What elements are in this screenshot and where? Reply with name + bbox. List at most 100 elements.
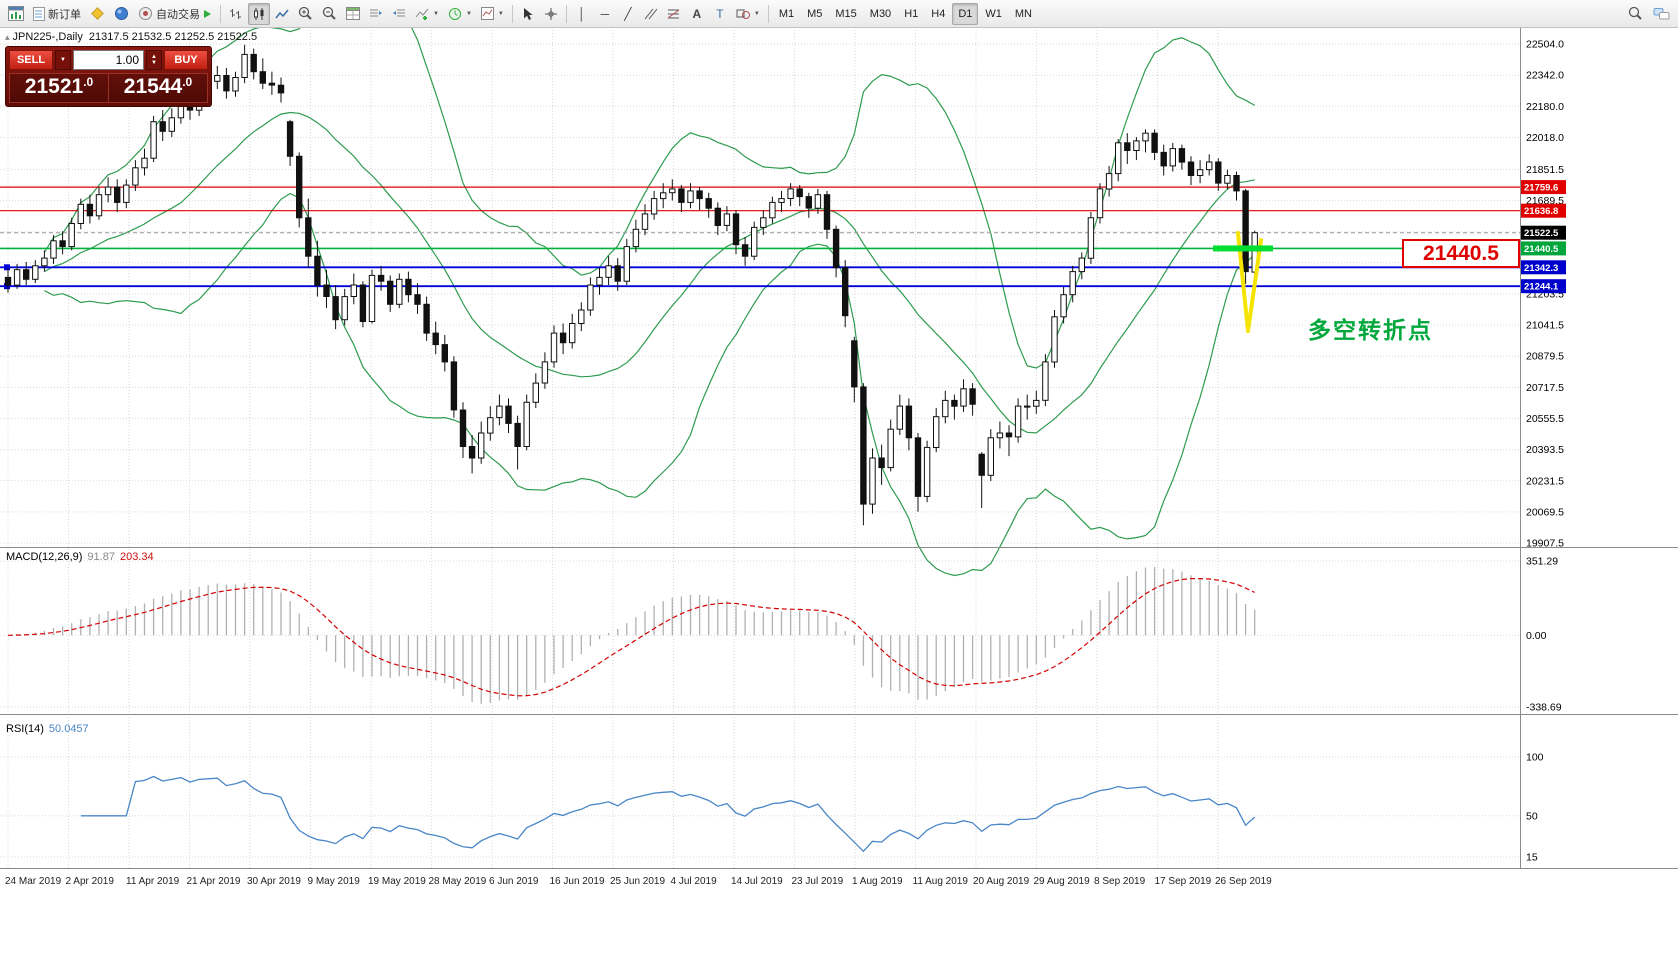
indicators-icon <box>415 8 429 20</box>
chart-title: ▴ JPN225-,Daily 21317.5 21532.5 21252.5 21… <box>5 31 257 43</box>
bar-chart-button[interactable] <box>225 3 247 25</box>
text-icon: A <box>692 6 702 21</box>
price-tick-label: 22504.0 <box>1526 39 1564 51</box>
sell-price[interactable]: 21521.0 <box>9 73 108 103</box>
cursor-button[interactable] <box>517 3 539 25</box>
timeframe-h4-button[interactable]: H4 <box>925 3 951 25</box>
chart-window-button[interactable] <box>4 3 28 25</box>
macd-tick-label: 351.29 <box>1526 556 1558 568</box>
timeframe-w1-button[interactable]: W1 <box>979 3 1008 25</box>
collapse-icon[interactable]: ▴ <box>5 32 10 42</box>
date-label: 11 Aug 2019 <box>913 876 969 887</box>
grid <box>0 30 1520 869</box>
line-chart-button[interactable] <box>271 3 293 25</box>
zoom-in-button[interactable] <box>294 3 317 25</box>
chevron-down-icon: ▼ <box>60 57 66 63</box>
toolbar-right-group <box>1624 3 1674 25</box>
chart-shift-button[interactable] <box>388 3 410 25</box>
channel-icon <box>644 8 658 20</box>
community-button[interactable] <box>1649 3 1674 25</box>
crosshair-button[interactable] <box>540 3 562 25</box>
date-label: 29 Aug 2019 <box>1034 876 1091 887</box>
price-tick-label: 20717.5 <box>1526 382 1564 394</box>
timeframe-mn-button[interactable]: MN <box>1009 3 1038 25</box>
main-toolbar: 新订单 自动交易 <box>0 0 1678 28</box>
date-label: 1 Aug 2019 <box>852 876 903 887</box>
new-order-button[interactable]: 新订单 <box>29 3 85 25</box>
volume-input[interactable] <box>73 50 144 70</box>
timeframe-m1-button[interactable]: M1 <box>773 3 800 25</box>
timeframe-h1-button[interactable]: H1 <box>898 3 924 25</box>
data-window-button[interactable] <box>342 3 364 25</box>
price-tick-label: 21041.5 <box>1526 320 1564 332</box>
new-order-label: 新订单 <box>48 8 81 21</box>
data-window-icon <box>346 7 360 20</box>
autotrade-button[interactable]: 自动交易 <box>134 3 216 25</box>
vertical-line-icon: │ <box>578 6 586 21</box>
periods-icon <box>448 7 461 20</box>
date-label: 11 Apr 2019 <box>126 876 180 887</box>
shapes-button[interactable]: ▼ <box>732 3 764 25</box>
chart-canvas[interactable]: 22504.022342.022180.022018.021851.521689… <box>0 28 1678 890</box>
macd-name: MACD(12,26,9) <box>6 551 83 563</box>
buy-price[interactable]: 21544.0 <box>108 73 208 103</box>
label-button[interactable]: T <box>709 3 731 25</box>
price-marker-box <box>1521 241 1566 256</box>
date-label: 19 May 2019 <box>368 876 426 887</box>
rsi-tick-label: 15 <box>1526 852 1538 864</box>
timeframe-m15-button[interactable]: M15 <box>829 3 862 25</box>
label-icon: T <box>716 6 724 21</box>
date-label: 2 Apr 2019 <box>66 876 115 887</box>
price-tick-label: 21851.5 <box>1526 164 1564 176</box>
macd-signal-line <box>7 578 1255 697</box>
rsi-label: RSI(14) 50.0457 <box>6 723 89 735</box>
support-highlight <box>1213 245 1273 252</box>
trendline-button[interactable]: ╱ <box>617 3 639 25</box>
periods-button[interactable]: ▼ <box>444 3 476 25</box>
horizontal-line-button[interactable]: ─ <box>594 3 616 25</box>
chevron-down-icon: ▼ <box>433 10 439 17</box>
search-icon <box>1628 6 1642 20</box>
chart-window-icon <box>8 6 24 21</box>
macd-signal-value: 203.34 <box>119 551 154 563</box>
market-watch-button[interactable] <box>86 3 109 25</box>
fibonacci-button[interactable] <box>663 3 685 25</box>
chat-icon <box>1653 7 1670 19</box>
volume-dropdown-button[interactable]: ▼ <box>55 50 71 70</box>
timeframe-m5-button[interactable]: M5 <box>801 3 828 25</box>
price-tick-label: 20069.5 <box>1526 506 1564 518</box>
candlestick-icon <box>254 7 264 20</box>
price-tick-label: 22342.0 <box>1526 70 1564 82</box>
timeframe-m30-button[interactable]: M30 <box>864 3 897 25</box>
volume-stepper[interactable]: ▲ ▼ <box>146 50 162 70</box>
price-marker-value: 21244.1 <box>1524 282 1559 293</box>
search-button[interactable] <box>1624 3 1647 25</box>
zoom-out-button[interactable] <box>318 3 341 25</box>
channel-button[interactable] <box>640 3 662 25</box>
date-label: 26 Sep 2019 <box>1215 876 1272 887</box>
templates-button[interactable]: ▼ <box>477 3 508 25</box>
autotrade-label: 自动交易 <box>156 8 200 21</box>
candlestick-button[interactable] <box>248 2 270 25</box>
buy-button[interactable]: BUY <box>164 50 208 70</box>
vertical-line-button[interactable]: │ <box>571 3 593 25</box>
auto-scroll-button[interactable] <box>365 3 387 25</box>
navigator-button[interactable] <box>110 3 133 25</box>
line-chart-icon <box>275 9 289 18</box>
price-marker-value: 21636.8 <box>1524 206 1558 217</box>
macd-tick-label: 0.00 <box>1526 630 1547 642</box>
price-tick-label: 20555.5 <box>1526 413 1564 425</box>
stepper-up-icon[interactable]: ▲ <box>151 54 157 60</box>
toolbar-separator <box>565 4 567 23</box>
turning-point-label: 多空转折点 <box>1308 317 1433 343</box>
date-label: 23 Jul 2019 <box>792 876 844 887</box>
timeframe-d1-button[interactable]: D1 <box>952 2 979 25</box>
price-callout-box[interactable]: 21440.5 <box>1402 239 1520 268</box>
sell-button[interactable]: SELL <box>9 50 53 70</box>
text-button[interactable]: A <box>686 3 708 25</box>
indicators-button[interactable]: ▼ <box>411 3 443 25</box>
one-click-trading-panel: SELL ▼ ▲ ▼ BUY 21521.0 21544.0 <box>5 46 212 107</box>
stepper-down-icon[interactable]: ▼ <box>151 60 157 66</box>
horizontal-line-icon: ─ <box>600 6 610 21</box>
date-label: 25 Jun 2019 <box>610 876 665 887</box>
